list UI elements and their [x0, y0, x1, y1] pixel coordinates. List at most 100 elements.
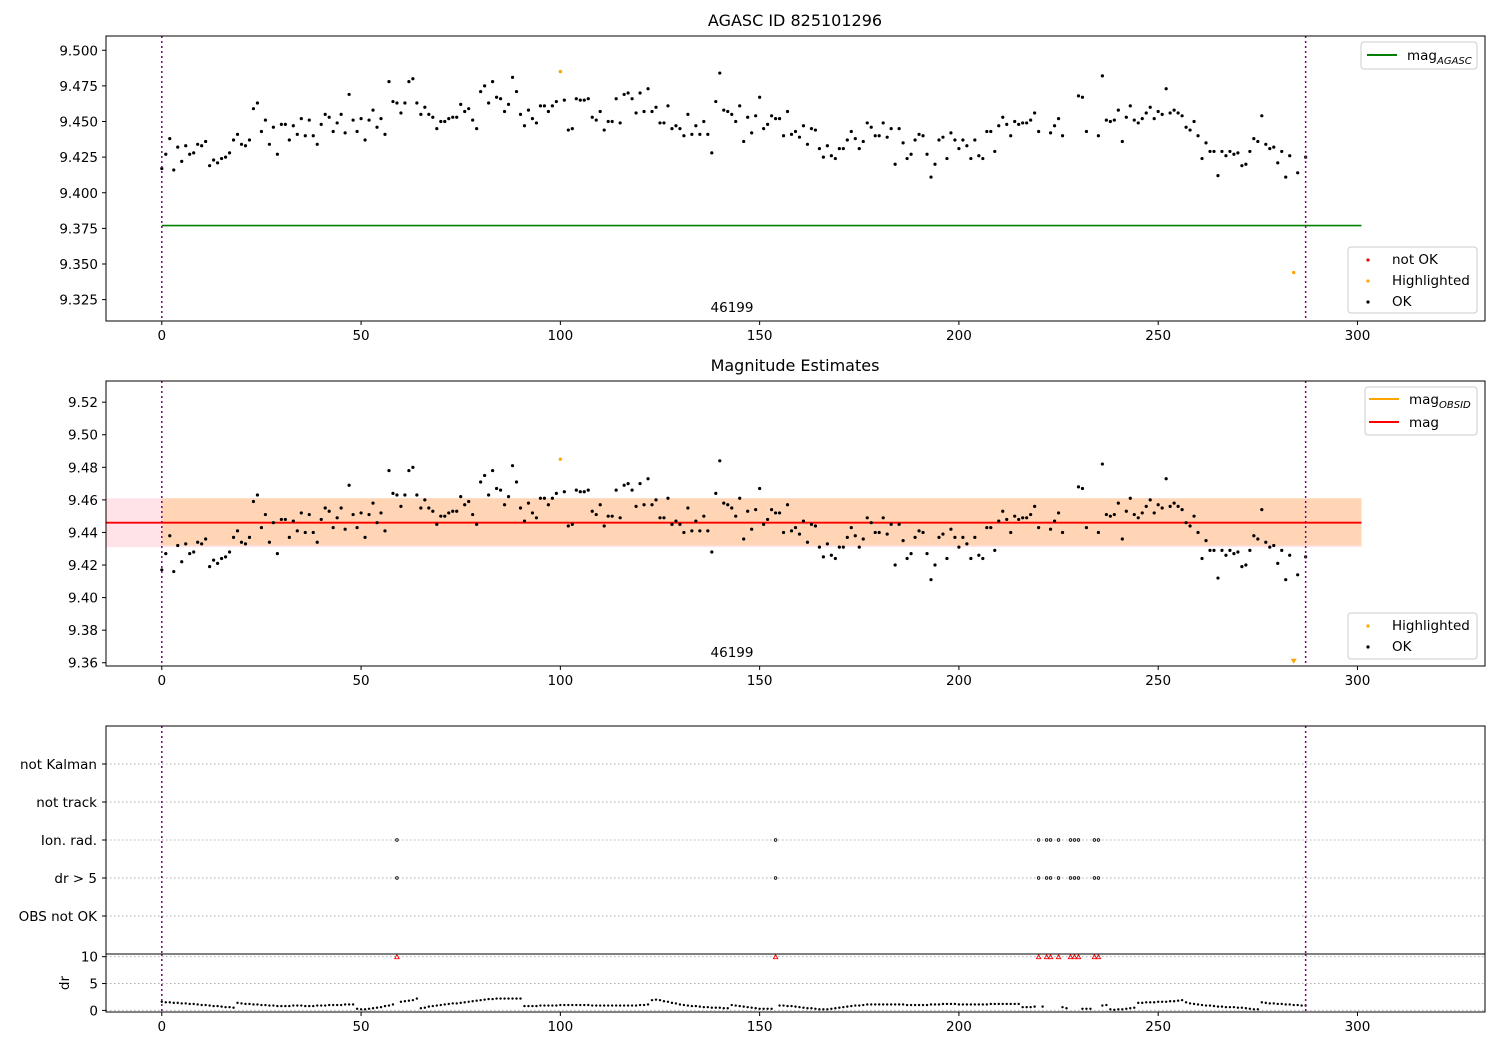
- ok-point: [746, 509, 750, 513]
- ok-point: [817, 545, 822, 549]
- ok-point: [1100, 74, 1104, 78]
- ok-point: [598, 109, 602, 114]
- dr-point: [431, 1004, 435, 1008]
- agasc-obsid-annotation: 46199: [711, 300, 754, 316]
- ok-point: [467, 499, 471, 504]
- dr-point: [690, 1004, 694, 1008]
- dr-point: [272, 1004, 275, 1007]
- ok-point: [853, 137, 857, 141]
- dr-point: [507, 997, 510, 1000]
- ok-point: [714, 99, 718, 104]
- agasc-panel-title: AGASC ID 825101296: [708, 11, 882, 30]
- dr-point: [363, 1008, 367, 1011]
- ok-point: [1001, 509, 1005, 513]
- dr-point: [1240, 1006, 1244, 1009]
- ok-point: [1148, 498, 1152, 502]
- ok-point: [239, 540, 244, 544]
- ok-point: [797, 532, 802, 536]
- dr-point: [375, 1006, 379, 1009]
- dr-point: [443, 1003, 446, 1006]
- dr-point: [897, 1003, 901, 1006]
- ok-point: [164, 152, 168, 156]
- dr-x-tick-label: 50: [352, 1019, 369, 1035]
- highlighted-point: [558, 457, 563, 461]
- ok-point: [738, 496, 742, 500]
- ok-point: [204, 537, 208, 541]
- ok-point: [494, 95, 499, 99]
- ok-point: [506, 102, 511, 106]
- dr-point: [877, 1003, 881, 1006]
- ok-point: [212, 158, 216, 162]
- ok-point: [219, 156, 224, 161]
- dr-point: [599, 1004, 602, 1007]
- dr-point: [184, 1002, 187, 1005]
- ok-point: [781, 134, 786, 138]
- ok-point: [626, 482, 630, 486]
- dr-point: [1145, 1001, 1148, 1004]
- ok-point: [1240, 164, 1244, 168]
- dr-point: [1276, 1002, 1279, 1006]
- ok-point: [1172, 501, 1176, 505]
- ok-point: [379, 117, 383, 121]
- ok-point: [1288, 154, 1292, 158]
- ion-rad-flag-point: [1056, 838, 1061, 842]
- ok-point: [825, 542, 829, 546]
- dr5-flag-point: [1096, 876, 1101, 880]
- dr-point: [1268, 1002, 1271, 1005]
- ok-point: [769, 508, 774, 512]
- ok-point: [801, 124, 806, 128]
- ok-point: [634, 111, 638, 115]
- ok-point: [997, 519, 1001, 523]
- dr-point: [985, 1003, 989, 1006]
- ok-point: [307, 118, 311, 122]
- dr-point: [1160, 1000, 1164, 1003]
- dr-point: [1156, 1000, 1160, 1003]
- ok-point: [821, 555, 825, 559]
- dr-point: [742, 1005, 745, 1008]
- ion-rad-flag-point: [1076, 838, 1081, 842]
- ok-point: [1096, 530, 1101, 535]
- estimates-obsid-annotation: 46199: [711, 645, 754, 661]
- ok-point: [351, 512, 355, 517]
- ok-point: [1116, 108, 1120, 112]
- ok-point: [303, 530, 307, 535]
- ion-rad-flag-point: [1036, 838, 1041, 842]
- ok-point: [841, 146, 845, 151]
- dr-point: [164, 1001, 167, 1004]
- ok-point: [443, 514, 447, 518]
- ok-point: [180, 159, 184, 163]
- dr-point: [447, 1002, 450, 1006]
- ok-point: [1184, 521, 1188, 525]
- ok-point: [598, 503, 602, 507]
- dr-point: [722, 1007, 725, 1010]
- ok-point: [1021, 121, 1025, 125]
- ok-point: [1009, 134, 1013, 138]
- ok-point: [359, 117, 363, 121]
- dr-point: [559, 1003, 562, 1007]
- dr-point: [1168, 1000, 1172, 1003]
- ok-point: [184, 542, 188, 546]
- dr-point: [339, 1003, 343, 1007]
- ok-point: [738, 104, 742, 108]
- ok-point: [606, 514, 610, 518]
- ok-point: [869, 521, 873, 525]
- ok-point: [227, 151, 232, 155]
- ok-point: [239, 142, 244, 146]
- dr-point: [547, 1004, 550, 1007]
- ok-point: [730, 506, 734, 510]
- ok-point: [1232, 552, 1236, 556]
- ok-point: [905, 156, 909, 161]
- dr-point: [519, 997, 522, 1000]
- ok-point: [849, 129, 853, 134]
- ok-point: [993, 149, 997, 154]
- dr-x-tick-label: 200: [946, 1019, 972, 1035]
- ok-point: [1124, 115, 1128, 119]
- ok-point: [1256, 537, 1260, 541]
- dr-outlier-marker: [1055, 953, 1062, 960]
- dr-point: [874, 1003, 877, 1006]
- dr-point: [1216, 1005, 1220, 1008]
- ok-point: [403, 493, 407, 497]
- ok-point: [817, 146, 822, 151]
